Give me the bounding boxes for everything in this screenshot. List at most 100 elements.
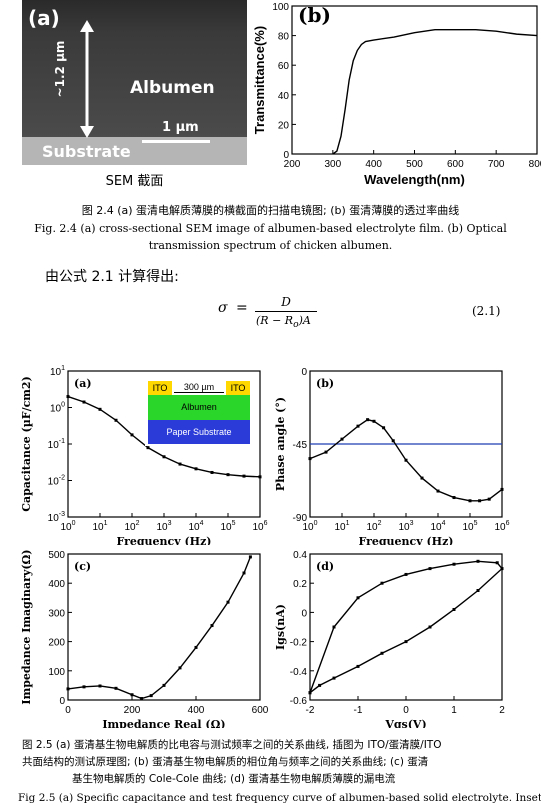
- fig25-caption-en: Fig 2.5 (a) Specific capacitance and tes…: [18, 792, 541, 804]
- data-point: [404, 640, 408, 644]
- data-point: [478, 499, 482, 503]
- x-tick-label: 600: [447, 159, 464, 170]
- x-tick-label: 100: [60, 520, 75, 533]
- albumen-label: Albumen: [130, 78, 215, 98]
- sem-caption: SEM 截面: [105, 174, 164, 189]
- data-point: [149, 694, 153, 698]
- albumen-layer: Albumen: [148, 395, 250, 420]
- x-tick-label: -1: [354, 705, 363, 716]
- data-point: [404, 458, 408, 462]
- y-tick-label: -45: [293, 440, 308, 451]
- data-point: [332, 625, 336, 629]
- data-point: [114, 418, 118, 422]
- data-point: [436, 489, 440, 493]
- data-point: [258, 475, 262, 479]
- x-axis-label: Frequency (Hz): [358, 535, 453, 545]
- y-tick-label: 200: [48, 638, 65, 649]
- x-tick-label: 300: [324, 159, 341, 170]
- data-point: [178, 666, 182, 670]
- fig25-caption-cn: 图 2.5 (a) 蛋清基生物电解质的比电容与测试频率之间的关系曲线, 插图为 …: [22, 739, 442, 785]
- x-tick-label: 1: [451, 705, 457, 716]
- y-axis-label: Transmittance(%): [252, 26, 267, 134]
- data-point: [332, 676, 336, 680]
- formula-intro: 由公式 2.1 计算得出:: [45, 269, 179, 285]
- y-tick-label: 10-1: [48, 438, 65, 451]
- x-axis-label: Impedance Real (Ω): [102, 718, 225, 728]
- equation-denominator: (R − Ro)A: [256, 314, 311, 331]
- y-axis-label: Igs(nA): [274, 604, 287, 650]
- gap-arrow: [174, 392, 224, 393]
- data-point: [162, 683, 166, 687]
- gap-label: 300 µm: [183, 382, 215, 392]
- series-line: [309, 560, 503, 694]
- data-point: [66, 395, 70, 399]
- data-point: [162, 455, 166, 459]
- data-point: [404, 572, 408, 576]
- y-axis-label: Capacitance (µF/cm2): [20, 376, 33, 512]
- data-point: [356, 664, 360, 668]
- data-point: [420, 476, 424, 480]
- data-point: [226, 600, 230, 604]
- data-point: [130, 433, 134, 437]
- data-point: [242, 474, 246, 478]
- data-point: [356, 596, 360, 600]
- y-tick-label: 0.2: [293, 579, 307, 590]
- x-tick-label: 400: [188, 705, 205, 716]
- y-tick-label: 0: [301, 608, 307, 619]
- x-tick-label: 101: [92, 520, 107, 533]
- data-point: [380, 581, 384, 585]
- fig24-caption-cn: 图 2.4 (a) 蛋清电解质薄膜的横截面的扫描电镜图; (b) 蛋清薄膜的透过…: [81, 204, 460, 217]
- x-tick-label: 105: [462, 520, 477, 533]
- y-tick-label: 0: [301, 367, 307, 378]
- y-tick-label: 40: [278, 91, 290, 102]
- data-point: [98, 407, 102, 411]
- y-tick-label: 20: [278, 120, 290, 131]
- data-point: [82, 400, 86, 404]
- y-tick-label: -0.2: [290, 638, 308, 649]
- data-point: [391, 439, 395, 443]
- scale-bar: [142, 140, 210, 143]
- x-tick-label: 102: [124, 520, 139, 533]
- data-point: [178, 462, 182, 466]
- plot-frame: [291, 5, 538, 155]
- panel-title: (b): [316, 377, 334, 390]
- data-point: [210, 470, 214, 474]
- capacitance-chart: 100 101 102 103 104 105 10610-310-210-1100101(…: [20, 365, 268, 545]
- y-tick-label: 100: [272, 2, 289, 13]
- x-tick-label: 2: [499, 705, 505, 716]
- transmittance-chart: 200 300 400 500 600 700 800 0 20 40 60 80 100 (b) Wave…: [252, 2, 541, 187]
- data-point: [114, 686, 118, 690]
- equation-lhs: σ: [218, 300, 228, 316]
- x-tick-label: 500: [406, 159, 423, 170]
- y-tick-label: -90: [293, 513, 308, 524]
- x-tick-label: 102: [366, 520, 381, 533]
- x-tick-label: 105: [220, 520, 235, 533]
- y-tick-label: 300: [48, 608, 65, 619]
- series-line: [332, 28, 538, 155]
- y-axis-label: Impedance Imaginary(Ω): [20, 549, 33, 704]
- x-axis-label: Wavelength(nm): [364, 172, 465, 187]
- data-point: [356, 424, 360, 428]
- y-tick-label: 500: [48, 550, 65, 561]
- data-point: [242, 571, 246, 575]
- x-tick-label: 0: [65, 705, 71, 716]
- data-point: [210, 624, 214, 628]
- equation-numerator: D: [281, 295, 291, 309]
- data-point: [468, 499, 472, 503]
- panel-title: (a): [74, 377, 92, 390]
- data-point: [98, 684, 102, 688]
- ito-inset: ITO ITO 300 µm Albumen Paper Substrate: [145, 380, 253, 446]
- y-tick-label: -0.4: [290, 667, 308, 678]
- data-point: [380, 651, 384, 655]
- y-tick-label: 0: [283, 150, 289, 161]
- y-tick-label: 80: [278, 32, 290, 43]
- y-axis-label: Phase angle (°): [274, 397, 287, 491]
- x-tick-label: 106: [494, 520, 509, 533]
- x-axis-label: Frequency (Hz): [116, 535, 211, 545]
- data-point: [487, 497, 491, 501]
- data-point: [130, 693, 134, 697]
- y-tick-label: 0: [59, 696, 65, 707]
- thickness-label: ~1.2 µm: [53, 40, 67, 98]
- data-point: [476, 589, 480, 592]
- fraction-bar: [255, 311, 317, 312]
